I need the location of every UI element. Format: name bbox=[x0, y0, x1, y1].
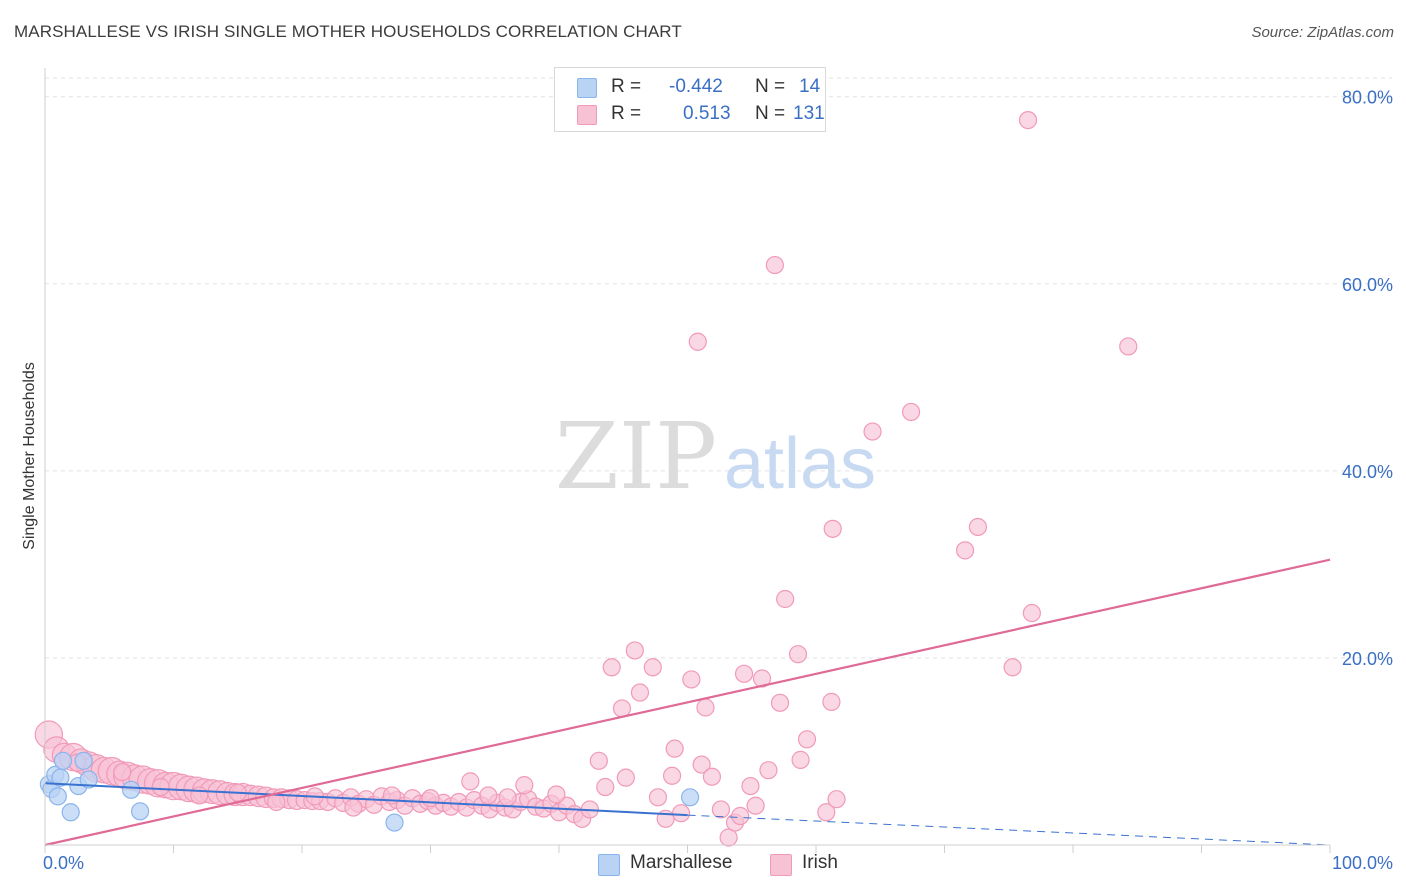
irish-trend-line bbox=[44, 558, 1331, 847]
irish-point bbox=[630, 683, 650, 702]
irish-point bbox=[612, 699, 632, 718]
trend-lines bbox=[44, 558, 1331, 847]
irish-point bbox=[696, 698, 715, 717]
irish-point bbox=[746, 796, 765, 815]
chart-source: Source: ZipAtlas.com bbox=[1251, 24, 1394, 41]
grid-layer bbox=[45, 77, 1392, 659]
irish-point bbox=[797, 730, 817, 749]
marshallese-trend-extension bbox=[687, 814, 1331, 846]
irish-point bbox=[731, 806, 750, 826]
irish-point bbox=[752, 669, 772, 688]
bottom-legend-label-marshallese: Marshallese bbox=[630, 852, 733, 873]
irish-point bbox=[498, 788, 517, 807]
irish-point bbox=[112, 762, 132, 782]
irish-point bbox=[682, 670, 701, 689]
irish-point bbox=[190, 786, 209, 805]
marshallese-point bbox=[74, 751, 93, 770]
irish-point bbox=[1018, 110, 1038, 130]
bottom-legend-label-irish: Irish bbox=[802, 852, 838, 873]
correlation-legend: R = -0.442 N = 14 R = 0.513 N = 131 bbox=[554, 67, 826, 132]
irish-point bbox=[776, 589, 795, 609]
irish-point bbox=[616, 768, 635, 787]
watermark-atlas: atlas bbox=[724, 424, 876, 504]
irish-point bbox=[671, 804, 691, 823]
irish-point bbox=[765, 255, 784, 275]
irish-point bbox=[648, 788, 668, 807]
irish-point bbox=[692, 755, 711, 774]
irish-point bbox=[344, 798, 363, 817]
legend-r-label: R = bbox=[611, 76, 642, 97]
irish-point bbox=[822, 692, 841, 711]
irish-point bbox=[688, 332, 707, 351]
marshallese-point bbox=[79, 770, 98, 789]
irish-point bbox=[741, 776, 760, 796]
marshallese-point bbox=[48, 787, 67, 806]
irish-point bbox=[1119, 337, 1138, 356]
marshallese-point bbox=[53, 751, 73, 770]
watermark: ZIP atlas bbox=[555, 403, 876, 510]
x-tick-label-left: 0.0% bbox=[43, 853, 84, 873]
irish-point bbox=[827, 790, 846, 809]
irish-point bbox=[719, 828, 738, 847]
y-tick-label: 40.0% bbox=[1342, 462, 1393, 482]
marshallese-point bbox=[130, 802, 150, 821]
marshallese-point bbox=[61, 803, 80, 822]
legend-r-value: 0.513 bbox=[683, 103, 731, 124]
irish-point bbox=[421, 789, 440, 808]
irish-point bbox=[734, 664, 754, 683]
y-tick-label: 60.0% bbox=[1342, 275, 1393, 295]
bottom-legend-swatch-marshallese bbox=[598, 854, 620, 876]
legend-n-value: 131 bbox=[793, 103, 825, 124]
irish-point bbox=[1022, 603, 1041, 623]
legend-swatch-marshallese bbox=[577, 78, 597, 98]
marshallese-point bbox=[121, 780, 141, 799]
legend-n-label: N = bbox=[755, 76, 786, 97]
irish-point bbox=[643, 658, 662, 677]
irish-point bbox=[901, 402, 921, 422]
irish-point bbox=[662, 766, 682, 785]
bottom-legend-swatch-irish bbox=[770, 854, 792, 876]
irish-point bbox=[791, 750, 810, 769]
irish-point bbox=[702, 767, 722, 786]
axis-layer: 20.0% 40.0% 60.0% 80.0% 0.0% 100.0% bbox=[43, 68, 1393, 873]
irish-point bbox=[817, 803, 836, 822]
legend-swatch-irish bbox=[577, 105, 597, 125]
legend-n-value: 14 bbox=[799, 76, 821, 97]
irish-point bbox=[547, 785, 566, 804]
y-tick-label: 20.0% bbox=[1342, 649, 1393, 669]
marshallese-series bbox=[39, 751, 700, 832]
marshallese-point bbox=[385, 813, 404, 832]
chart-title: MARSHALLESE VS IRISH SINGLE MOTHER HOUSE… bbox=[14, 22, 682, 41]
marshallese-point bbox=[680, 788, 700, 807]
irish-point bbox=[602, 658, 621, 677]
irish-point bbox=[711, 800, 731, 819]
watermark-zip: ZIP bbox=[555, 403, 717, 510]
irish-point bbox=[665, 739, 684, 758]
irish-point bbox=[1003, 658, 1022, 677]
irish-point bbox=[596, 777, 615, 797]
y-tick-label: 80.0% bbox=[1342, 88, 1393, 108]
irish-point bbox=[625, 641, 644, 660]
legend-r-label: R = bbox=[611, 103, 642, 124]
irish-point bbox=[955, 541, 975, 560]
irish-point bbox=[823, 519, 842, 538]
irish-point bbox=[515, 776, 534, 795]
irish-point bbox=[461, 772, 480, 791]
marshallese-trend-line bbox=[44, 782, 688, 817]
irish-point bbox=[770, 693, 790, 712]
irish-point bbox=[968, 517, 988, 537]
legend-n-label: N = bbox=[755, 103, 786, 124]
irish-point bbox=[863, 422, 882, 441]
irish-point bbox=[479, 786, 498, 805]
irish-point bbox=[788, 645, 808, 664]
irish-point bbox=[759, 761, 778, 780]
irish-point bbox=[151, 777, 170, 797]
x-tick-label-right: 100.0% bbox=[1332, 853, 1393, 873]
irish-point bbox=[589, 751, 608, 770]
legend-r-value: -0.442 bbox=[669, 76, 723, 97]
